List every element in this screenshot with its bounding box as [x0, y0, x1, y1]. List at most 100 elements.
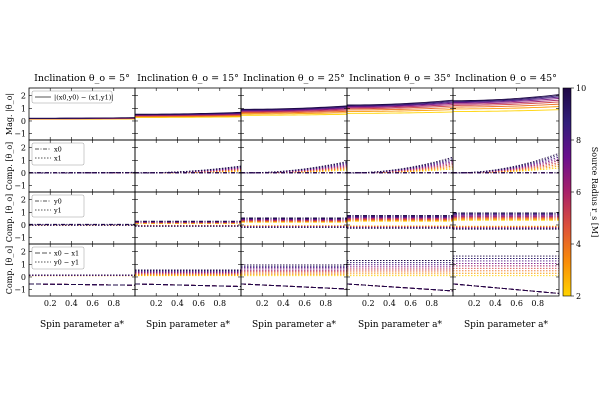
x1-line-rs-4: [134, 169, 242, 174]
x-tick-label: 0.4: [65, 299, 78, 308]
x-tick-label: 0.2: [150, 299, 163, 308]
magnitude-line-rs-3: [135, 115, 242, 118]
x-axis-label-4: Spin parameter a*: [358, 320, 443, 330]
colorbar-tick-label: 8: [576, 136, 581, 145]
x-tick-label: 0.2: [362, 299, 375, 308]
colorbar-bar: [562, 87, 572, 297]
x1-line-rs-3: [346, 167, 454, 174]
column-title-5: Inclination θ_o = 45°: [455, 73, 557, 84]
panel-frame: [452, 139, 560, 193]
column-title-3: Inclination θ_o = 25°: [243, 73, 345, 84]
y-tick-label: 0: [21, 117, 26, 126]
magnitude-line-rs-2: [241, 113, 348, 116]
x0-minus-x1-line-rs-10: [452, 283, 560, 294]
magnitude-line-rs-9: [346, 100, 454, 106]
panel-r3-c3: [240, 191, 348, 245]
x1-line-rs-10: [28, 171, 136, 174]
row-ylabel-2: Comp. [θ_o]: [5, 142, 14, 191]
y-tick-label: 2: [21, 92, 26, 101]
x-tick-label: 0.6: [86, 299, 99, 308]
x-tick-label: 0.4: [171, 299, 184, 308]
panel-r2-c5: [452, 139, 560, 193]
magnitude-line-rs-4: [453, 103, 560, 108]
legend-row-1: |(x0,y0) − (x1,y1)|: [31, 90, 113, 104]
x-tick-label: 0.8: [213, 299, 226, 308]
x1-line-rs-3: [240, 168, 348, 174]
panel-r1-c1: −1 0 1 2 |(x0,y0) − (x1,y1)|: [14, 87, 136, 141]
legend-label: y0 − y1: [53, 259, 79, 267]
x1-line-rs-9: [134, 166, 242, 174]
x-tick-label: 0.4: [489, 299, 502, 308]
y-tick-label: −1: [14, 182, 26, 191]
magnitude-line-rs-6: [346, 104, 454, 109]
magnitude-line-rs-2: [453, 109, 560, 112]
panel-r1-c3: [240, 87, 348, 141]
panel-frame: [134, 191, 242, 245]
magnitude-line-rs-10: [240, 105, 348, 110]
y-tick-label: 0: [21, 273, 26, 282]
x0-minus-x1-line-rs-10: [346, 283, 454, 292]
magnitude-line-rs-10: [452, 94, 560, 102]
magnitude-line-rs-9: [452, 95, 560, 102]
x-tick-label: 0.4: [277, 299, 290, 308]
y-tick-label: 1: [21, 208, 26, 217]
panel-frame: [134, 139, 242, 193]
panel-frame: [346, 87, 454, 141]
panel-r2-c4: [346, 139, 454, 193]
magnitude-line-rs-3: [241, 112, 348, 115]
panel-r1-c4: [346, 87, 454, 141]
y-tick-label: −1: [14, 234, 26, 243]
row-ylabel-3: Comp. [θ_o]: [5, 194, 14, 243]
x-axis-labels: Spin parameter a* Spin parameter a* Spin…: [40, 320, 549, 330]
panel-r4-c5: 0.2 0.4 0.6 0.8: [452, 243, 560, 308]
magnitude-line-rs-4: [135, 114, 242, 117]
colorbar-tick-label: 4: [576, 240, 581, 249]
legend-label: y0: [53, 198, 62, 206]
x-axis-label-5: Spin parameter a*: [464, 320, 549, 330]
magnitude-line-rs-2: [346, 111, 454, 114]
row-ylabel-4: Comp. [θ_o]: [5, 246, 14, 295]
x-tick-label: 0.6: [298, 299, 311, 308]
magnitude-line-rs-5: [452, 101, 560, 106]
column-title-1: Inclination θ_o = 5°: [34, 73, 130, 84]
magnitude-line-rs-6: [452, 99, 560, 105]
x-tick-label: 0.8: [425, 299, 438, 308]
column-title-2: Inclination θ_o = 15°: [137, 73, 239, 84]
magnitude-line-rs-10: [346, 99, 454, 106]
legend-label: x1: [54, 155, 62, 163]
panel-frame: [452, 243, 560, 297]
x-axis-label-3: Spin parameter a*: [252, 320, 337, 330]
x-tick-label: 0.8: [531, 299, 544, 308]
magnitude-line-rs-6: [240, 108, 348, 112]
panel-r1-c5: [452, 87, 560, 141]
panel-r1-c2: [134, 87, 242, 141]
magnitude-line-rs-2: [135, 116, 242, 118]
x1-line-rs-6: [134, 168, 242, 174]
x-tick-label: 0.4: [383, 299, 396, 308]
panel-r4-c2: 0.2 0.4 0.6 0.8: [134, 243, 242, 308]
row-ylabels: Mag. |θ_o| Comp. [θ_o] Comp. [θ_o] Comp.…: [5, 93, 14, 294]
panel-frame: [452, 87, 560, 141]
magnitude-line-rs-7: [346, 102, 454, 108]
x-tick-label: 0.2: [468, 299, 481, 308]
x1-line-rs-2: [346, 168, 454, 174]
x0-minus-x1-line-rs-10: [240, 283, 348, 290]
legend-label: x0 − x1: [54, 250, 79, 258]
panel-r2-c2: [134, 139, 242, 193]
panel-r4-c3: 0.2 0.4 0.6 0.8: [240, 243, 348, 308]
magnitude-line-rs-4: [240, 110, 348, 114]
row-ylabel-1: Mag. |θ_o|: [5, 93, 14, 135]
x-axis-label-2: Spin parameter a*: [146, 320, 231, 330]
magnitude-line-rs-10: [135, 111, 242, 115]
magnitude-line-rs-3: [452, 106, 560, 110]
x-axis-label-1: Spin parameter a*: [40, 320, 125, 330]
magnitude-line-rs-5: [240, 109, 348, 113]
magnitude-line-rs-5: [347, 105, 454, 110]
y-tick-label: 1: [21, 104, 26, 113]
x-tick-label: 0.2: [256, 299, 269, 308]
